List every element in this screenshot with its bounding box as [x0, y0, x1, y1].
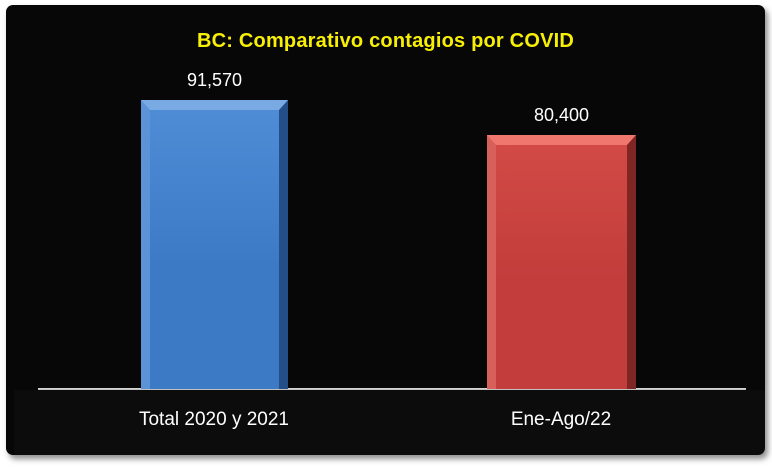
- chart-frame: BC: Comparativo contagios por COVID 91,5…: [6, 5, 765, 455]
- chart-title: BC: Comparativo contagios por COVID: [196, 30, 575, 52]
- category-label: Total 2020 y 2021: [138, 409, 289, 430]
- category-label: Ene-Ago/22: [510, 409, 612, 430]
- x-axis-line: [38, 388, 746, 390]
- bar-total-2020-y-2021: [141, 100, 288, 389]
- bar-value-label: 80,400: [533, 105, 590, 125]
- bar-ene-ago-22: [487, 135, 636, 389]
- bar-value-label: 91,570: [186, 70, 243, 90]
